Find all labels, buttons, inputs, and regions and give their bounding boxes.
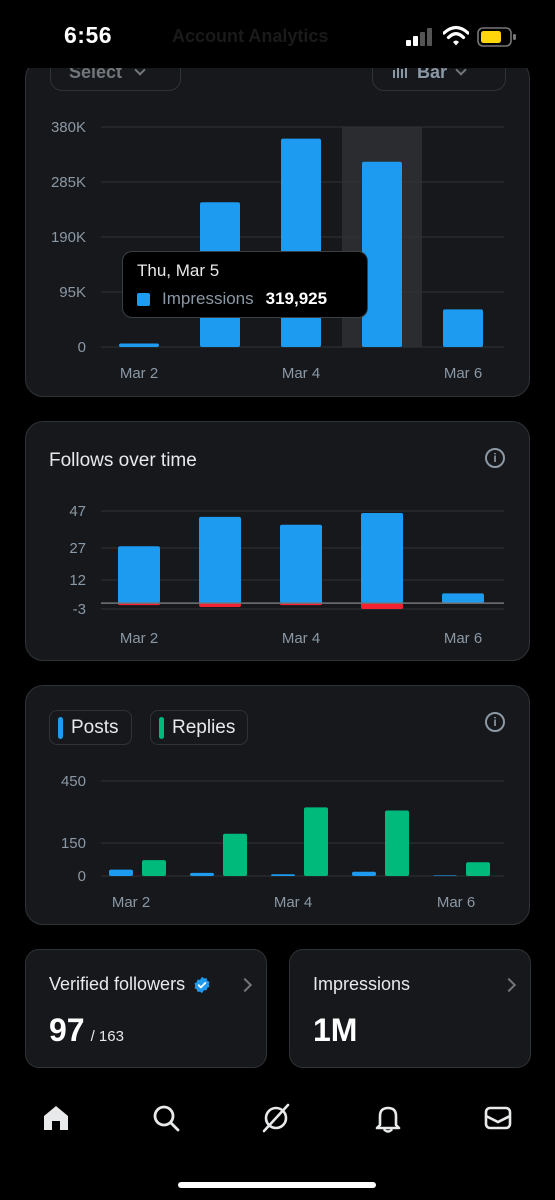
bar-posts (271, 874, 295, 876)
mail-icon[interactable] (482, 1102, 514, 1134)
home-indicator (178, 1182, 376, 1188)
bar-posts (190, 872, 214, 876)
y-tick-label: 285K (51, 174, 86, 191)
battery-icon (477, 27, 516, 47)
x-tick-label: Mar 4 (282, 365, 320, 382)
chevron-right-icon (237, 977, 253, 993)
bar (443, 309, 483, 347)
bar-follows (361, 512, 403, 604)
legend-replies[interactable]: Replies (150, 710, 249, 745)
y-tick-label: 150 (61, 835, 86, 852)
total-followers: / 163 (90, 1028, 124, 1045)
y-tick-label: 95K (59, 284, 86, 301)
x-tick-label: Mar 4 (274, 894, 312, 911)
verified-followers-card[interactable]: Verified followers 97 / 163 (25, 949, 267, 1068)
bar-chart-icon (393, 66, 407, 78)
x-tick-label: Mar 4 (282, 630, 320, 647)
cellular-signal-icon (406, 28, 432, 46)
y-tick-label: 12 (69, 572, 86, 589)
bar-unfollows (361, 603, 403, 609)
home-icon[interactable] (40, 1102, 72, 1134)
posts-replies-bar-chart[interactable]: 450 150 0 Mar 2 Mar 4 Mar 6 (26, 686, 530, 925)
obscured-page-title: Account Analytics (172, 26, 329, 46)
verified-badge-icon (194, 976, 210, 993)
impressions-value: 1M (313, 1012, 358, 1048)
bar-posts (433, 875, 457, 876)
y-tick-label: 0 (78, 868, 86, 885)
x-tick-label: Mar 6 (437, 894, 475, 911)
bottom-nav (0, 1088, 555, 1148)
bar-follows (442, 593, 484, 604)
impressions-card[interactable]: Impressions 1M (289, 949, 531, 1068)
y-tick-label: 450 (61, 773, 86, 790)
impressions-label: Impressions (313, 974, 411, 994)
card-title: Follows over time (49, 450, 197, 471)
bar-replies (466, 862, 490, 876)
bar-replies (304, 807, 328, 876)
chart-tooltip: Thu, Mar 5 Impressions 319,925 (122, 251, 368, 318)
bar-unfollows (199, 603, 241, 608)
bar (119, 343, 159, 347)
bar-replies (142, 860, 166, 876)
y-tick-label: 190K (51, 229, 86, 246)
wifi-icon (443, 25, 469, 46)
bar-replies (385, 810, 409, 876)
info-icon[interactable]: i (485, 712, 505, 732)
impressions-bar-chart[interactable]: 380K 285K 190K 95K 0 Mar 2 Mar 4 Mar 6 (26, 61, 530, 397)
x-tick-label: Mar 2 (112, 894, 150, 911)
bar-replies (223, 833, 247, 876)
tooltip-date: Thu, Mar 5 (137, 261, 220, 280)
bar-posts (352, 871, 376, 876)
tooltip-value: 319,925 (265, 289, 328, 308)
bar-follows (118, 546, 160, 604)
verified-count: 97 (49, 1012, 85, 1048)
info-icon[interactable]: i (485, 448, 505, 468)
verified-followers-text: Verified followers (49, 974, 186, 994)
y-tick-label: 380K (51, 119, 86, 136)
legend-posts[interactable]: Posts (49, 710, 132, 745)
y-tick-label: -3 (73, 601, 86, 618)
follows-chart-card: Follows over time i 47 27 12 -3 Mar 2 Mar 4 Ma… (25, 421, 530, 661)
grok-icon[interactable] (260, 1102, 292, 1134)
status-time: 6:56 (64, 22, 113, 48)
verified-followers-value: 97 / 163 (49, 1012, 124, 1049)
y-tick-label: 0 (78, 339, 86, 356)
bar-follows (199, 516, 241, 604)
impressions-chart-card: Select Bar 380K 285K 190K 95K 0 Mar 2 Mar 4 Mar… (25, 60, 530, 397)
x-tick-label: Mar 6 (444, 365, 482, 382)
search-icon[interactable] (150, 1102, 182, 1134)
tooltip-series-name: Impressions (162, 289, 254, 308)
posts-replies-chart-card: Posts Replies i 450 150 0 Mar 2 Mar 4 Mar 6 (25, 685, 530, 925)
bar (362, 161, 402, 347)
x-tick-label: Mar 2 (120, 365, 158, 382)
legend-replies-label: Replies (172, 716, 236, 738)
follows-bar-chart[interactable]: 47 27 12 -3 Mar 2 Mar 4 Mar 6 (26, 422, 530, 661)
x-tick-label: Mar 2 (120, 630, 158, 647)
bar-follows (280, 524, 322, 604)
legend-posts-label: Posts (71, 716, 119, 738)
verified-followers-label: Verified followers (49, 974, 211, 995)
legend-replies-swatch (159, 716, 164, 739)
y-tick-label: 27 (69, 540, 86, 557)
bar-posts (109, 869, 133, 876)
x-tick-label: Mar 6 (444, 630, 482, 647)
tooltip-swatch (137, 292, 150, 306)
status-bar: Account Analytics 6:56 (0, 0, 555, 68)
bell-icon[interactable] (372, 1102, 404, 1134)
legend-posts-swatch (58, 716, 63, 739)
chevron-right-icon (501, 977, 517, 993)
y-tick-label: 47 (69, 503, 86, 520)
